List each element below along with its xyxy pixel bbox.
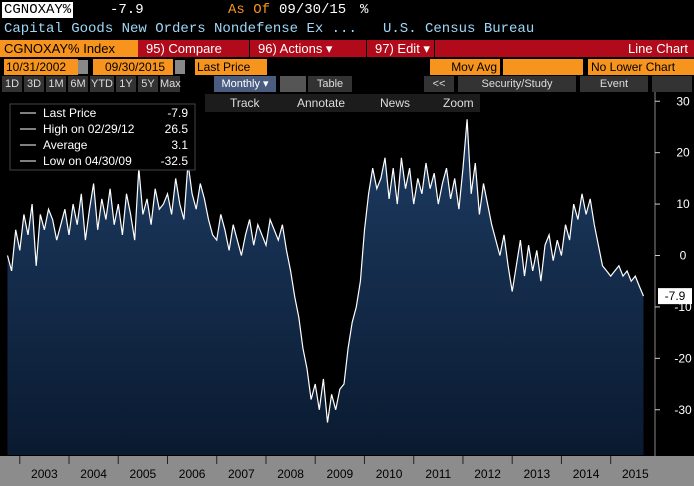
frequency[interactable]: Monthly ▾ (214, 76, 276, 92)
y-tick-label: 30 (676, 94, 690, 108)
y-tick-label: -20 (674, 351, 692, 365)
x-tick-label: 2004 (80, 467, 107, 481)
source: U.S. Census Bureau (383, 21, 535, 37)
legend-value: -32.5 (161, 154, 189, 168)
period-button[interactable]: 1Y (116, 76, 136, 92)
table-button[interactable]: Table (308, 76, 352, 92)
x-tick-label: 2013 (523, 467, 550, 481)
y-tick-label: -30 (674, 403, 692, 417)
legend-label: Last Price (43, 106, 97, 120)
period-button[interactable]: 3D (24, 76, 44, 92)
chart-tool[interactable]: News (380, 96, 410, 110)
chart-tool[interactable]: Zoom (443, 96, 474, 110)
header-row: CGNOXAY% -7.9 As Of 09/30/15 % (0, 0, 694, 20)
study-button[interactable]: Security/Study (458, 76, 576, 92)
ticker: CGNOXAY% (2, 2, 74, 18)
chart-icon[interactable] (280, 76, 306, 92)
period-button[interactable]: 5Y (138, 76, 158, 92)
end-date[interactable]: 09/30/2015 (93, 59, 173, 75)
legend-label: High on 02/29/12 (43, 122, 135, 136)
area (7, 119, 644, 456)
back-button[interactable]: << (424, 76, 454, 92)
mov-avg[interactable]: Mov Avg (430, 59, 500, 75)
legend-value: 26.5 (165, 122, 189, 136)
as-of-date: 09/30/15 (279, 2, 347, 18)
last-value-tag (658, 288, 692, 305)
period-button[interactable]: 1D (2, 76, 22, 92)
unit: % (360, 2, 369, 18)
legend-value: 3.1 (171, 138, 188, 152)
legend-value: -7.9 (167, 106, 188, 120)
x-tick-label: 2014 (573, 467, 600, 481)
security-field[interactable]: CGNOXAY% Index (0, 40, 138, 57)
x-tick-label: 2005 (130, 467, 157, 481)
description-row: Capital Goods New Orders Nondefense Ex .… (0, 20, 694, 39)
x-tick-label: 2012 (474, 467, 501, 481)
start-date[interactable]: 10/31/2002 (4, 59, 78, 75)
x-tick-label: 2007 (228, 467, 255, 481)
tool-bar (205, 94, 480, 112)
x-tick-label: 2008 (277, 467, 304, 481)
x-tick-label: 2015 (622, 467, 649, 481)
event-button[interactable]: Event (580, 76, 648, 92)
calendar-icon[interactable] (78, 60, 88, 74)
period-button[interactable]: YTD (90, 76, 114, 92)
period-bar: 1D 3D 1M 6M YTD 1Y 5Y Max Monthly ▾ Table << Securi… (0, 76, 694, 92)
x-tick-label: 2010 (376, 467, 403, 481)
line (6, 119, 645, 423)
lower-chart[interactable]: No Lower Chart (588, 59, 694, 75)
action-bar: CGNOXAY% Index 95) Compare 96) Actions ▾… (0, 40, 694, 57)
period-button[interactable]: 6M (68, 76, 88, 92)
x-axis-bar (0, 456, 694, 486)
y-tick-label: 0 (680, 249, 687, 263)
last-value-label: -7.9 (665, 289, 686, 303)
as-of-label: As Of (228, 2, 271, 18)
y-tick-label: 10 (676, 197, 690, 211)
price-field[interactable]: Last Price (195, 59, 267, 75)
description: Capital Goods New Orders Nondefense Ex .… (4, 21, 357, 37)
legend-label: Average (43, 138, 88, 152)
more-button[interactable] (652, 76, 692, 92)
legend-box (9, 103, 196, 171)
period-button[interactable]: Max (160, 76, 181, 92)
calendar-icon[interactable] (175, 60, 185, 74)
actions-button[interactable]: 96) Actions ▾ (252, 40, 367, 57)
x-tick-label: 2003 (31, 467, 58, 481)
edit-button[interactable]: 97) Edit ▾ (369, 40, 435, 57)
x-tick-label: 2011 (425, 467, 451, 481)
range-bar: 10/31/2002 09/30/2015 Last Price Mov Avg… (0, 59, 694, 75)
last-value: -7.9 (110, 2, 144, 18)
chart-tool[interactable]: Annotate (297, 96, 345, 110)
chart-type[interactable]: Line Chart (600, 40, 694, 57)
period-button[interactable]: 1M (46, 76, 66, 92)
compare-button[interactable]: 95) Compare (140, 40, 250, 57)
x-tick-label: 2009 (326, 467, 353, 481)
legend-label: Low on 04/30/09 (43, 154, 132, 168)
mov-avg-field[interactable] (503, 59, 583, 75)
x-tick-label: 2006 (179, 467, 206, 481)
chart-tool[interactable]: Track (230, 96, 261, 110)
y-tick-label: 20 (676, 146, 690, 160)
